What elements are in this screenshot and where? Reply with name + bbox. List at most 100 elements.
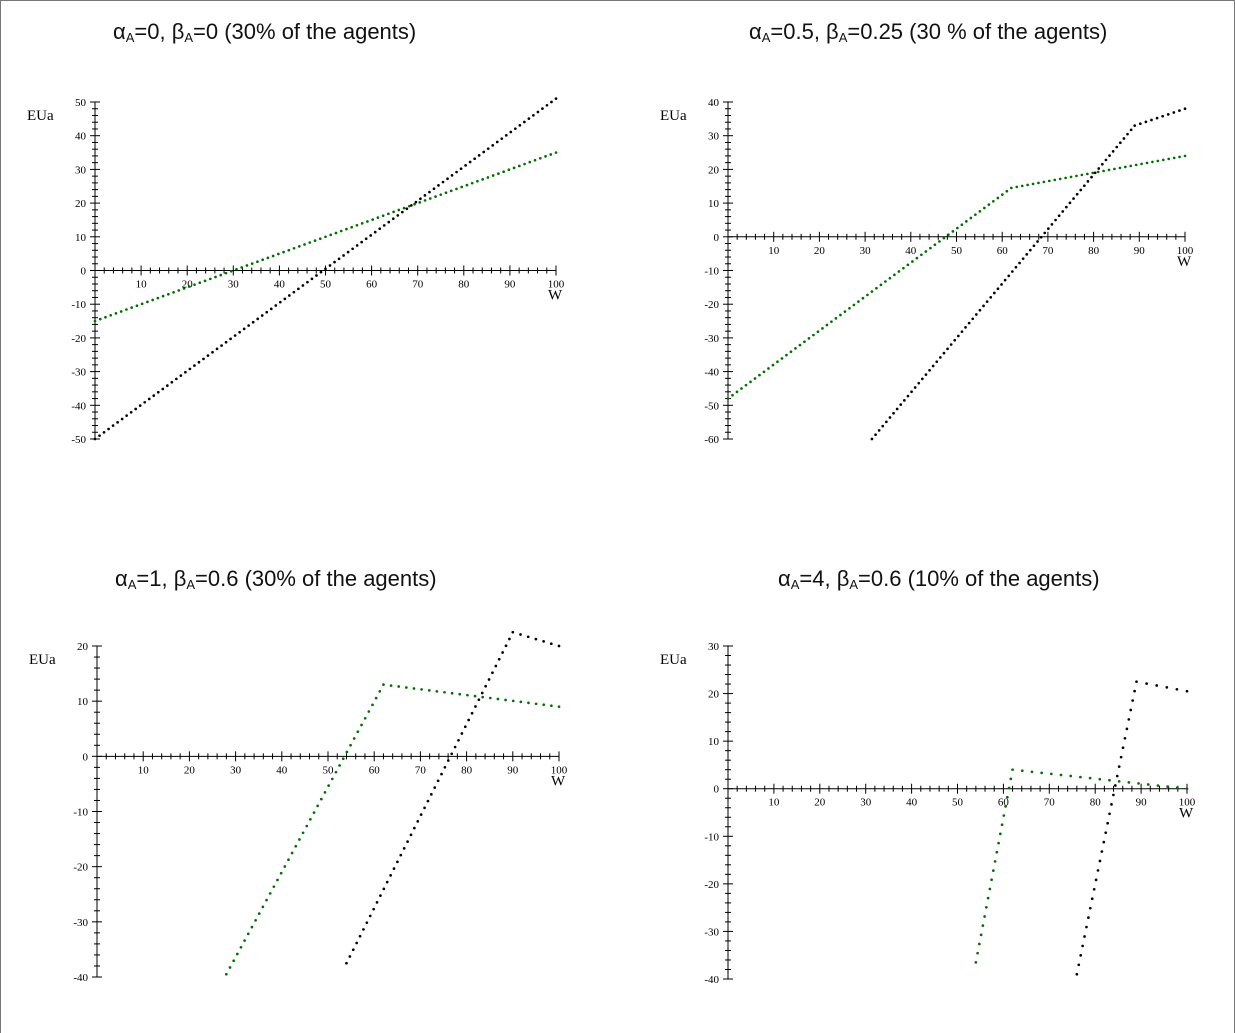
data-point xyxy=(481,695,485,699)
y-tick-label: -20 xyxy=(704,299,719,311)
series-2-dots xyxy=(1075,680,1189,976)
data-point xyxy=(996,196,1000,200)
data-point xyxy=(1098,777,1102,781)
data-point xyxy=(989,295,993,299)
data-point xyxy=(232,959,236,963)
data-point xyxy=(116,420,119,424)
data-point xyxy=(328,264,332,267)
data-point xyxy=(427,689,431,692)
data-point xyxy=(767,367,770,370)
x-tick-label: 10 xyxy=(768,245,780,257)
data-point xyxy=(947,233,950,237)
data-point xyxy=(1080,173,1084,177)
x-tick-label: 40 xyxy=(276,764,288,776)
data-point xyxy=(208,277,212,281)
data-point xyxy=(432,187,436,191)
data-point xyxy=(1085,925,1088,929)
x-tick-label: 90 xyxy=(1136,797,1148,809)
data-point xyxy=(803,340,806,344)
data-point xyxy=(297,287,300,291)
data-point xyxy=(953,338,957,342)
data-point xyxy=(1104,158,1108,162)
data-point xyxy=(1178,109,1181,112)
data-point xyxy=(476,179,479,183)
panel-3-title: αA=1, βA=0.6 (30% of the agents) xyxy=(115,566,437,592)
data-point xyxy=(211,350,214,354)
data-point xyxy=(519,700,523,704)
data-point xyxy=(1003,278,1007,282)
data-point xyxy=(1077,963,1081,967)
data-point xyxy=(423,199,427,202)
data-point xyxy=(323,791,327,794)
data-point xyxy=(1129,708,1133,712)
data-point xyxy=(382,224,386,227)
data-point xyxy=(351,247,354,251)
data-point xyxy=(399,853,403,857)
data-point xyxy=(387,212,390,216)
data-point xyxy=(305,824,309,828)
data-point xyxy=(1085,172,1089,176)
data-point xyxy=(1046,227,1050,230)
data-point xyxy=(906,263,910,267)
data-point xyxy=(467,718,471,722)
y-tick-label: -30 xyxy=(71,367,86,379)
data-point xyxy=(1094,878,1098,882)
data-point xyxy=(762,370,766,374)
data-point xyxy=(1119,755,1123,759)
data-point xyxy=(240,266,244,269)
data-point xyxy=(502,170,505,174)
data-point xyxy=(1166,113,1170,116)
data-point xyxy=(453,745,457,749)
data-point xyxy=(1088,776,1092,780)
data-point xyxy=(789,350,793,354)
data-point xyxy=(1050,222,1054,226)
data-point xyxy=(495,140,499,144)
x-tick-label: 10 xyxy=(136,279,148,291)
data-point xyxy=(1100,162,1104,166)
data-point xyxy=(294,844,298,848)
data-point xyxy=(197,360,201,364)
x-tick-label: 20 xyxy=(184,764,196,776)
data-point xyxy=(135,304,139,308)
data-point xyxy=(533,158,537,162)
data-point xyxy=(988,887,992,891)
data-point xyxy=(460,732,464,735)
data-point xyxy=(1000,823,1004,827)
data-point xyxy=(269,307,273,311)
data-point xyxy=(1049,772,1053,776)
data-point xyxy=(541,107,544,110)
data-point xyxy=(534,637,538,641)
data-point xyxy=(413,202,416,206)
data-point xyxy=(146,300,149,304)
data-point xyxy=(504,698,507,702)
data-point xyxy=(518,123,522,127)
data-point xyxy=(125,308,128,311)
data-point xyxy=(440,772,443,776)
data-point xyxy=(967,321,971,325)
data-point xyxy=(98,317,102,321)
x-tick-label: 40 xyxy=(274,279,286,291)
data-point xyxy=(345,227,348,231)
data-point xyxy=(857,300,860,303)
data-point xyxy=(494,664,498,668)
data-point xyxy=(151,298,154,302)
series-2-dots xyxy=(93,97,558,441)
data-point xyxy=(378,690,382,693)
data-point xyxy=(928,368,931,372)
data-point xyxy=(1031,182,1035,186)
data-point xyxy=(355,223,359,227)
data-point xyxy=(1043,231,1047,235)
data-point xyxy=(995,850,999,854)
y-tick-label: -50 xyxy=(71,434,86,446)
data-point xyxy=(979,933,983,937)
data-point xyxy=(310,277,314,281)
data-point xyxy=(292,246,296,250)
x-tick-label: 80 xyxy=(1090,797,1102,809)
data-point xyxy=(1009,777,1013,781)
data-point xyxy=(278,300,282,304)
panel-4-title: αA=4, βA=0.6 (10% of the agents) xyxy=(778,566,1100,592)
data-point xyxy=(172,290,175,294)
data-point xyxy=(369,234,373,237)
data-point xyxy=(519,633,522,636)
